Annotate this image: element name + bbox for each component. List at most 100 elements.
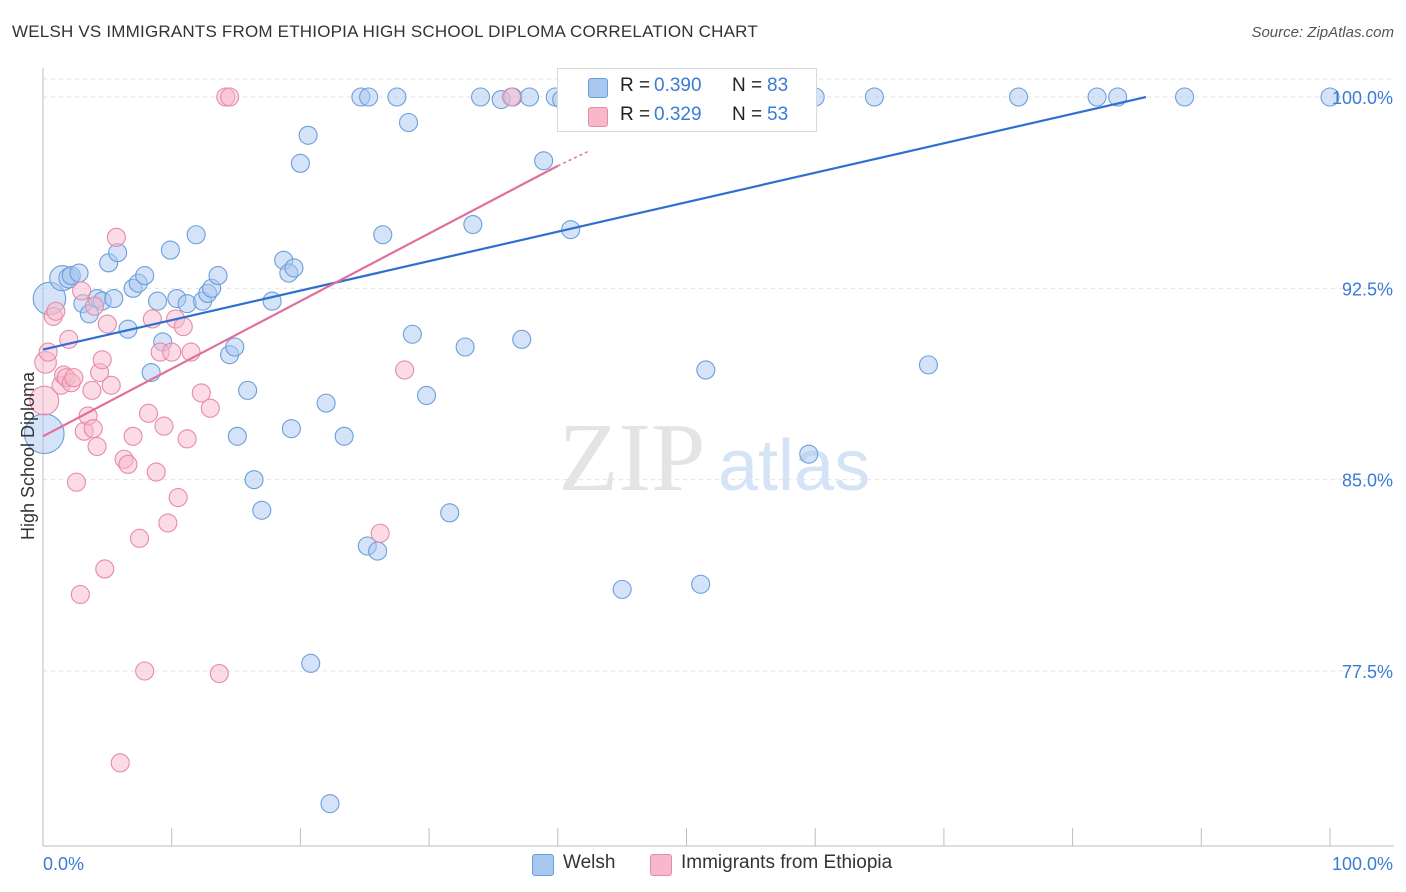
r-label: R = (620, 75, 651, 96)
y-tick-label: 85.0% (1342, 471, 1393, 491)
stats-legend: R = 0.390 N = 83 R = 0.329 N = 53 (557, 68, 817, 132)
ethiopia-point (209, 664, 229, 684)
watermark: ZIP atlas (559, 404, 871, 512)
ethiopia-point (110, 753, 130, 773)
ethiopia-point (70, 584, 90, 605)
r-value: 0.329 (654, 104, 702, 125)
welsh-point (69, 263, 89, 283)
ethiopia-point (154, 416, 174, 436)
welsh-point (612, 579, 632, 599)
welsh-point (799, 444, 819, 464)
welsh-point (320, 794, 340, 814)
welsh-swatch (588, 78, 608, 98)
welsh-point (918, 355, 939, 375)
watermark-zip: ZIP (559, 404, 706, 512)
ethiopia-point (162, 342, 182, 362)
axes (42, 68, 1394, 847)
welsh-point (298, 125, 318, 145)
welsh-point (316, 393, 336, 413)
welsh-point (1175, 87, 1195, 107)
welsh-point (463, 215, 483, 235)
ethiopia-point (106, 227, 126, 247)
ethiopia-point (101, 375, 121, 395)
ethiopia-point (83, 419, 103, 439)
watermark-atlas: atlas (718, 426, 870, 506)
welsh-point (290, 153, 310, 173)
welsh-point (301, 653, 321, 673)
ethiopia-point (370, 523, 390, 543)
ethiopia-point (200, 398, 220, 418)
welsh-point (284, 258, 304, 278)
welsh-point (227, 426, 247, 446)
welsh-point (238, 380, 258, 400)
ethiopia-point (191, 383, 211, 403)
ethiopia-point (129, 528, 150, 548)
ethiopia-point (220, 87, 240, 107)
ethiopia-point (123, 426, 143, 446)
ethiopia-legend-label: Immigrants from Ethiopia (681, 852, 893, 873)
welsh-point (104, 288, 124, 309)
welsh-point (1320, 87, 1340, 107)
welsh-point (398, 112, 419, 133)
x-ticks (42, 828, 1331, 846)
ethiopia-point (95, 559, 115, 579)
ethiopia-point (395, 360, 415, 380)
r-value: 0.390 (654, 75, 702, 96)
ethiopia-point (146, 462, 166, 482)
welsh-point (160, 240, 180, 260)
welsh-point (208, 266, 228, 286)
ethiopia-point (64, 368, 84, 388)
chart-source: Source: ZipAtlas.com (1251, 24, 1394, 41)
ethiopia-point (46, 301, 66, 321)
y-axis-label: High School Diploma (18, 371, 38, 540)
n-value: 83 (767, 75, 789, 96)
y-tick-label: 100.0% (1332, 88, 1393, 108)
stats-legend-row-ethiopia: R = 0.329 N = 53 (558, 100, 816, 130)
x-tick-label-max: 100.0% (1332, 854, 1393, 874)
chart-title: WELSH VS IMMIGRANTS FROM ETHIOPIA HIGH S… (12, 22, 758, 41)
ethiopia-point (66, 472, 87, 492)
ethiopia-point (135, 661, 155, 681)
welsh-trend-line (42, 95, 1147, 351)
ethiopia-point (158, 513, 178, 533)
welsh-point (455, 337, 475, 357)
welsh-point (147, 291, 168, 311)
welsh-point (440, 503, 460, 523)
ethiopia-trend-extension (557, 149, 591, 167)
ethiopia-trend-line (42, 164, 559, 438)
n-label: N = (732, 104, 763, 125)
ethiopia-point (173, 317, 193, 337)
welsh-point (281, 419, 301, 439)
x-tick-label-min: 0.0% (43, 854, 84, 874)
welsh-point (252, 500, 272, 520)
ethiopia-point (177, 429, 197, 449)
welsh-point (334, 426, 354, 446)
trend-lines (42, 95, 1147, 438)
welsh-point (691, 574, 711, 594)
ethiopia-point (97, 314, 117, 334)
welsh-point (1087, 87, 1107, 107)
welsh-point (368, 541, 388, 561)
welsh-point (519, 87, 540, 107)
welsh-point (512, 329, 532, 349)
gridlines (43, 78, 1394, 672)
ethiopia-swatch (588, 107, 608, 127)
welsh-point (471, 87, 491, 107)
n-value: 53 (767, 104, 789, 125)
ethiopia-point (118, 454, 138, 474)
welsh-point (244, 470, 264, 490)
welsh-point (864, 87, 884, 107)
welsh-point (135, 266, 155, 286)
ethiopia-point (82, 380, 102, 400)
r-label: R = (620, 104, 651, 125)
welsh-point (225, 337, 245, 357)
welsh-legend-label: Welsh (563, 852, 616, 873)
welsh-point (416, 385, 437, 406)
ethiopia-point (138, 403, 159, 423)
welsh-point (402, 324, 422, 344)
ethiopia-point (501, 87, 522, 107)
ethiopia-point (29, 385, 60, 416)
ethiopia-point (168, 487, 188, 508)
welsh-point (186, 225, 206, 245)
